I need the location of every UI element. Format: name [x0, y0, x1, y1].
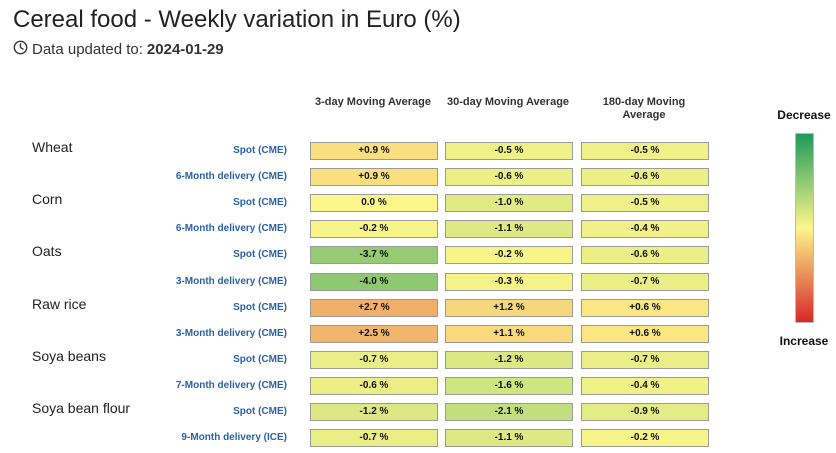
value-cell: +0.9 %: [310, 142, 438, 160]
product-label: Soya beans: [32, 347, 106, 364]
value-cell: +1.2 %: [445, 298, 573, 317]
color-scale-bar: [795, 133, 814, 323]
value-cell: -1.6 %: [445, 376, 573, 395]
column-header: 3-day Moving Average: [315, 96, 431, 108]
value-cell: +2.5 %: [310, 324, 438, 343]
value-cell: -1.2 %: [310, 403, 438, 421]
update-label: Data updated to:: [32, 41, 143, 58]
value-cell: -0.4 %: [581, 220, 709, 239]
value-cell: -1.1 %: [445, 429, 573, 448]
value-cell: -0.6 %: [581, 246, 709, 265]
delivery-label: Spot (CME): [233, 197, 287, 209]
clock-icon: [13, 40, 28, 59]
value-cell: +1.1 %: [445, 324, 573, 343]
delivery-label: Spot (CME): [233, 406, 287, 417]
legend-increase-label: Increase: [779, 334, 829, 348]
delivery-label: 7-Month delivery (CME): [175, 379, 287, 391]
value-cell: -1.1 %: [445, 220, 573, 239]
value-cell: +0.6 %: [581, 324, 709, 343]
column-header: 30-day Moving Average: [446, 96, 570, 108]
value-cell: -0.5 %: [581, 142, 709, 160]
column-header: 180-day Moving Average: [602, 96, 686, 121]
delivery-label: 6-Month delivery (CME): [175, 171, 287, 183]
value-cell: +0.6 %: [581, 298, 709, 317]
delivery-label: 6-Month delivery (CME): [175, 223, 287, 235]
value-cell: -2.1 %: [445, 403, 573, 421]
value-cell: -0.7 %: [310, 350, 438, 369]
product-label: Oats: [32, 243, 62, 260]
delivery-label: 3-Month delivery (CME): [175, 327, 287, 339]
value-cell: 0.0 %: [310, 194, 438, 213]
product-label: Corn: [32, 191, 63, 208]
value-cell: -0.2 %: [445, 246, 573, 265]
product-label: Soya bean flour: [32, 400, 131, 416]
delivery-label: Spot (CME): [233, 145, 287, 156]
value-cell: -0.7 %: [581, 272, 709, 291]
value-cell: -4.0 %: [310, 272, 438, 291]
value-cell: -0.4 %: [581, 376, 709, 395]
delivery-label: Spot (CME): [233, 249, 287, 261]
value-cell: -0.7 %: [310, 429, 438, 448]
page-title: Cereal food - Weekly variation in Euro (…: [13, 6, 461, 33]
value-cell: -0.2 %: [581, 429, 709, 448]
product-label: Raw rice: [32, 295, 87, 312]
product-label: Wheat: [32, 139, 73, 155]
value-cell: -0.6 %: [445, 168, 573, 187]
delivery-label: 9-Month delivery (ICE): [181, 432, 287, 444]
value-cell: -0.5 %: [445, 142, 573, 160]
legend-decrease-label: Decrease: [777, 108, 831, 122]
value-cell: -0.6 %: [581, 168, 709, 187]
update-info: Data updated to: 2024-01-29: [13, 40, 224, 59]
value-cell: +0.9 %: [310, 168, 438, 187]
delivery-label: Spot (CME): [233, 353, 287, 365]
value-cell: -0.5 %: [581, 194, 709, 213]
value-cell: -1.2 %: [445, 350, 573, 369]
value-cell: -3.7 %: [310, 246, 438, 265]
update-date: 2024-01-29: [146, 41, 224, 58]
value-cell: -1.0 %: [445, 194, 573, 213]
value-cell: -0.2 %: [310, 220, 438, 239]
delivery-label: Spot (CME): [233, 301, 287, 313]
value-cell: -0.7 %: [581, 350, 709, 369]
value-cell: -0.9 %: [581, 403, 709, 421]
value-cell: +2.7 %: [310, 298, 438, 317]
value-cell: -0.6 %: [310, 376, 438, 395]
value-cell: -0.3 %: [445, 272, 573, 291]
delivery-label: 3-Month delivery (CME): [175, 275, 287, 287]
